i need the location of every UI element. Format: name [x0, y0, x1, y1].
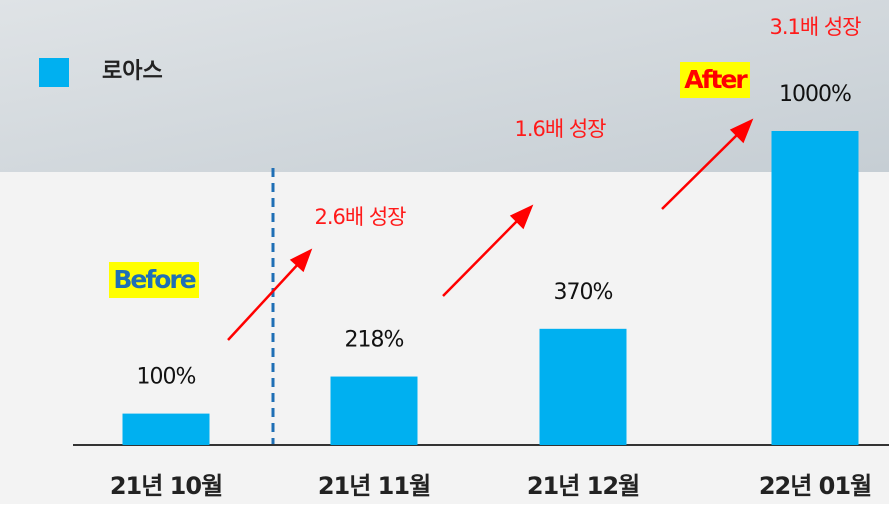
- bar: [330, 376, 418, 445]
- x-tick-label: 22년 01월: [759, 472, 871, 500]
- after-highlight: [680, 62, 750, 98]
- x-tick-label: 21년 12월: [527, 472, 639, 500]
- after-label: After: [684, 65, 748, 94]
- growth-label: 1.6배 성장: [514, 117, 606, 141]
- bar: [539, 328, 627, 445]
- before-highlight: [109, 262, 199, 298]
- legend-label: 로아스: [102, 59, 163, 84]
- bar: [771, 131, 859, 445]
- before-label: Before: [113, 265, 195, 294]
- x-tick-label: 21년 10월: [110, 472, 222, 500]
- header-band: [0, 0, 889, 172]
- arrows: [227, 118, 754, 341]
- value-label: 218%: [345, 328, 404, 353]
- x-tick-label: 21년 11월: [318, 472, 430, 500]
- value-label: 1000%: [779, 82, 851, 107]
- value-label: 100%: [137, 365, 196, 390]
- growth-label: 3.1배 성장: [769, 15, 861, 39]
- bar: [122, 413, 210, 445]
- legend-swatch: [39, 58, 69, 87]
- value-label: 370%: [554, 280, 613, 305]
- growth-label: 2.6배 성장: [314, 205, 406, 229]
